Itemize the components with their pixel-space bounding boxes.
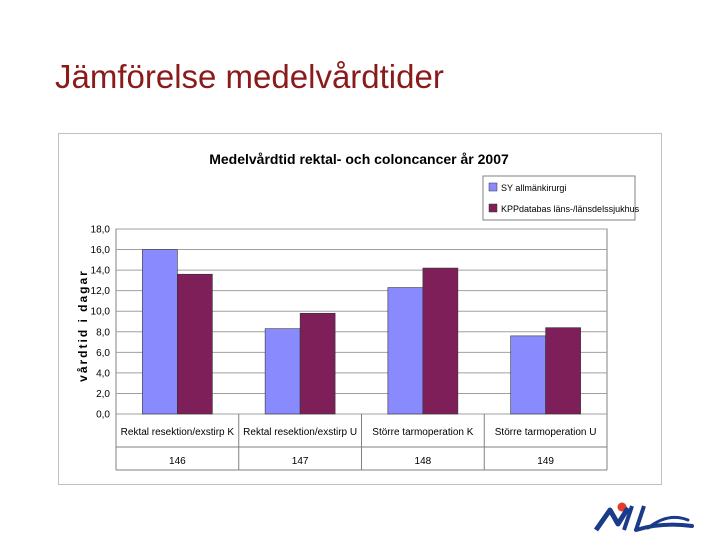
x-category-code: 149 [537, 456, 554, 467]
bar-kpp-1 [177, 273, 213, 415]
y-tick-label: 0,0 [96, 410, 110, 421]
x-category-code: 148 [415, 456, 432, 467]
legend-box [482, 175, 636, 221]
y-tick-label: 10,0 [91, 307, 111, 318]
x-category-label: Större tarmoperation K [372, 427, 473, 438]
y-tick-label: 2,0 [96, 389, 110, 400]
bar-sy-2 [264, 328, 301, 415]
x-category-code: 146 [169, 456, 186, 467]
y-tick-label: 14,0 [91, 266, 111, 277]
bar-sy-4 [510, 335, 546, 415]
x-category-label: Större tarmoperation U [495, 427, 597, 438]
y-tick-label: 8,0 [96, 327, 110, 338]
x-category-label: Rektal resektion/exstirp K [121, 427, 235, 438]
y-tick-label: 6,0 [96, 348, 110, 359]
y-tick-label: 18,0 [91, 225, 111, 236]
x-category-label: Rektal resektion/exstirp U [243, 427, 357, 438]
bar-sy-3 [387, 287, 424, 415]
bar-sy-1 [142, 249, 178, 415]
legend-swatch-kpp [488, 203, 498, 213]
bar-kpp-2 [299, 312, 336, 415]
chart-title: Medelvårdtid rektal- och coloncancer år … [209, 151, 509, 167]
slide-title: Jämförelse medelvårdtider [55, 58, 444, 95]
nll-logo-icon [593, 502, 694, 532]
legend-label-kpp: KPPdatabas läns-/länsdelssjukhus [501, 204, 640, 214]
x-category-code: 147 [292, 456, 309, 467]
legend-swatch-sy [488, 182, 498, 192]
legend-label-sy: SY allmänkirurgi [501, 183, 566, 193]
y-axis-label: vårdtid i dagar [76, 269, 90, 382]
bar-kpp-3 [422, 267, 459, 415]
y-tick-label: 12,0 [91, 286, 111, 297]
chart-area: Medelvårdtid rektal- och coloncancer år … [58, 133, 662, 485]
bar-kpp-4 [545, 327, 581, 415]
bar-chart: Medelvårdtid rektal- och coloncancer år … [76, 151, 640, 471]
y-tick-label: 16,0 [91, 245, 111, 256]
y-tick-label: 4,0 [96, 368, 110, 379]
